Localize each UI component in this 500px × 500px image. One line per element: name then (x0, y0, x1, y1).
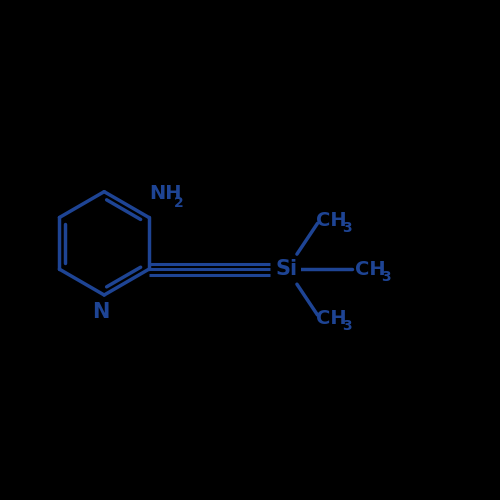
Text: 3: 3 (381, 270, 390, 283)
Text: CH: CH (316, 309, 346, 328)
Text: CH: CH (354, 260, 386, 278)
Text: CH: CH (316, 210, 346, 230)
Text: 3: 3 (342, 220, 351, 234)
Text: NH: NH (149, 184, 182, 203)
Text: 3: 3 (342, 319, 351, 333)
Text: Si: Si (276, 259, 297, 279)
Text: 2: 2 (174, 196, 183, 210)
Text: N: N (92, 302, 110, 322)
